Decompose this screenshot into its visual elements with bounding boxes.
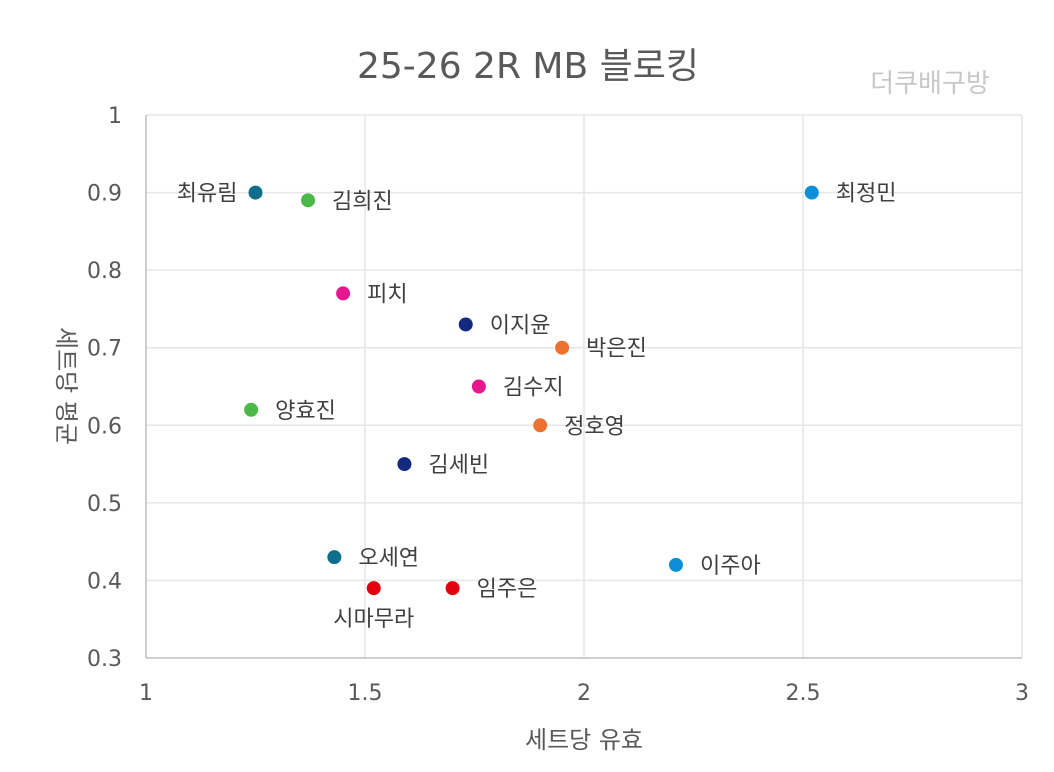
data-point — [244, 402, 259, 417]
x-tick-label: 1 — [139, 681, 153, 706]
data-label: 박은진 — [586, 337, 647, 362]
data-label: 이주아 — [700, 554, 761, 579]
data-point — [336, 286, 351, 301]
data-point — [668, 557, 683, 572]
data-points — [244, 185, 819, 596]
y-tick-label: 0.8 — [87, 259, 122, 284]
data-point — [458, 317, 473, 332]
data-label: 양효진 — [275, 399, 336, 424]
data-point — [471, 379, 486, 394]
data-label: 이지윤 — [490, 313, 551, 338]
y-tick-label: 0.9 — [87, 182, 122, 207]
x-tick-label: 3 — [1015, 681, 1029, 706]
data-point — [366, 581, 381, 596]
data-label: 피치 — [367, 282, 407, 307]
data-point — [397, 457, 412, 472]
data-label: 시마무라 — [333, 607, 414, 632]
y-tick-label: 0.6 — [87, 414, 122, 439]
data-label: 오세연 — [358, 546, 419, 571]
chart-title: 25-26 2R MB 블로킹 — [357, 46, 699, 87]
data-point — [804, 185, 819, 200]
axes — [145, 115, 1022, 659]
x-tick-label: 1.5 — [348, 681, 383, 706]
data-label: 정호영 — [564, 414, 625, 439]
data-point — [533, 418, 548, 433]
data-label: 최유림 — [177, 182, 238, 207]
gridlines — [146, 114, 1023, 658]
y-axis-label: 세트당 평균 — [52, 327, 80, 445]
data-label: 김세빈 — [428, 453, 489, 478]
data-point — [555, 340, 570, 355]
y-tick-label: 1 — [108, 104, 122, 129]
y-tick-label: 0.7 — [87, 337, 122, 362]
tick-labels: 1 1.5 2 2.5 3 0.3 0.4 0.5 0.6 0.7 0.8 0.9 1 — [87, 104, 1029, 706]
data-point — [327, 550, 342, 565]
data-label: 임주은 — [477, 577, 538, 602]
data-label: 김희진 — [332, 189, 393, 214]
data-point — [248, 185, 263, 200]
data-point — [301, 193, 316, 208]
data-label: 김수지 — [503, 376, 564, 401]
y-tick-label: 0.4 — [87, 569, 122, 594]
watermark-text: 더쿠배구방 — [870, 69, 990, 99]
data-label: 최정민 — [836, 182, 897, 207]
x-axis-label: 세트당 유효 — [525, 726, 643, 754]
data-point — [445, 581, 460, 596]
x-tick-label: 2.5 — [786, 681, 821, 706]
y-tick-label: 0.5 — [87, 492, 122, 517]
y-tick-label: 0.3 — [87, 647, 122, 672]
x-tick-label: 2 — [577, 681, 591, 706]
